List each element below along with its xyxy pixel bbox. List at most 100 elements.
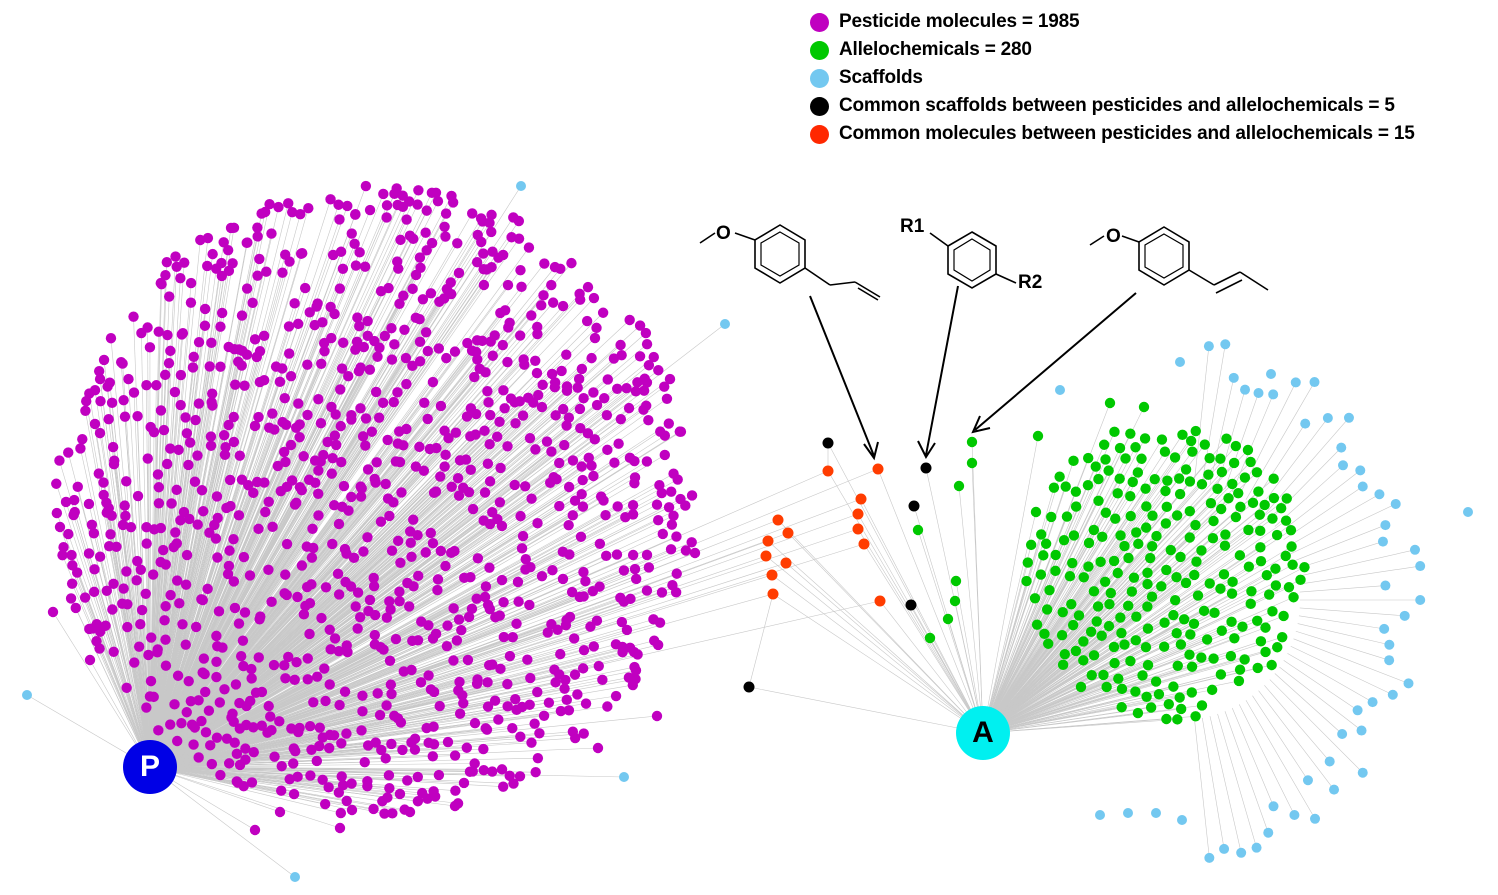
common-molecule-node (873, 464, 884, 475)
common-molecule-node (783, 528, 794, 539)
pesticide-node (194, 337, 204, 347)
scaffold-node (1380, 520, 1390, 530)
pesticide-node (284, 774, 294, 784)
pesticide-node (370, 477, 380, 487)
pesticide-node (577, 364, 587, 374)
pesticide-node (216, 258, 226, 268)
edge (1296, 631, 1389, 660)
pesticide-node (506, 232, 516, 242)
pesticide-node (539, 258, 549, 268)
pesticide-node (211, 631, 221, 641)
allelochemical-node (1071, 501, 1081, 511)
pesticide-node (520, 564, 530, 574)
pesticide-node (502, 679, 512, 689)
allelochemical-node (1123, 553, 1133, 563)
pesticide-node (361, 413, 371, 423)
common-molecule-node (853, 524, 864, 535)
scaffold-node (1309, 377, 1319, 387)
pesticide-node (449, 546, 459, 556)
pesticide-node (209, 520, 219, 530)
pesticide-node (648, 614, 658, 624)
pesticide-node (575, 423, 585, 433)
pesticide-node (160, 634, 170, 644)
pesticide-node (325, 730, 335, 740)
pesticide-node (248, 488, 258, 498)
pesticide-node (356, 725, 366, 735)
pesticide-node (365, 365, 375, 375)
pesticide-node (182, 550, 192, 560)
pesticide-node (602, 445, 612, 455)
pesticide-node (252, 222, 262, 232)
allelochemical-node (1161, 714, 1171, 724)
pesticide-node (63, 447, 73, 457)
pesticide-node (524, 600, 534, 610)
pesticide-node (123, 374, 133, 384)
pesticide-node (190, 477, 200, 487)
allelochemical-node (1234, 676, 1244, 686)
pesticide-node (443, 737, 453, 747)
pesticide-node (333, 569, 343, 579)
pesticide-node (259, 331, 269, 341)
pesticide-node (631, 386, 641, 396)
pesticide-node (253, 524, 263, 534)
scaffold-node (720, 319, 730, 329)
allelochemical-node (1078, 636, 1088, 646)
pesticide-node (629, 647, 639, 657)
pesticide-node (495, 308, 505, 318)
pesticide-node (589, 293, 599, 303)
pesticide-node (482, 264, 492, 274)
pesticide-node (407, 284, 417, 294)
pesticide-node (304, 475, 314, 485)
pesticide-node (423, 670, 433, 680)
pesticide-node (322, 437, 332, 447)
pesticide-node (498, 385, 508, 395)
pesticide-node (515, 511, 525, 521)
pesticide-node (516, 282, 526, 292)
pesticide-node (228, 534, 238, 544)
pesticide-node (266, 228, 276, 238)
pesticide-node (470, 429, 480, 439)
pesticide-node (264, 701, 274, 711)
allelochemical-node (1133, 708, 1143, 718)
allelochemical-node (1032, 619, 1042, 629)
pesticide-node (221, 503, 231, 513)
pesticide-node (657, 587, 667, 597)
scaffold-node (1151, 808, 1161, 818)
pesticide-node (564, 413, 574, 423)
pesticide-node (225, 475, 235, 485)
pesticide-node (90, 419, 100, 429)
pesticide-node (591, 323, 601, 333)
pesticide-node (335, 283, 345, 293)
allelochemical-node (1142, 568, 1152, 578)
pesticide-node (154, 498, 164, 508)
pesticide-node (561, 620, 571, 630)
allelochemical-node (1093, 474, 1103, 484)
pesticide-node (303, 203, 313, 213)
pesticide-node (483, 397, 493, 407)
pesticide-node (238, 661, 248, 671)
pesticide-node (435, 701, 445, 711)
pesticide-node (525, 673, 535, 683)
pesticide-node (603, 374, 613, 384)
pesticide-node (334, 214, 344, 224)
allelochemical-node (1199, 606, 1209, 616)
pesticide-node (337, 363, 347, 373)
scaffold-node (1123, 808, 1133, 818)
pesticide-node (473, 553, 483, 563)
pesticide-node (593, 743, 603, 753)
pesticide-node (229, 344, 239, 354)
pesticide-node (219, 684, 229, 694)
pesticide-node (431, 188, 441, 198)
edge (1202, 718, 1224, 849)
allelochemical-node (1050, 550, 1060, 560)
pesticide-node (141, 380, 151, 390)
pesticide-node (257, 687, 267, 697)
pesticide-node (164, 358, 174, 368)
allelochemical-node (1197, 700, 1207, 710)
pesticide-node (292, 592, 302, 602)
pesticide-node (224, 545, 234, 555)
allelochemical-node (1166, 545, 1176, 555)
pesticide-node (266, 725, 276, 735)
allelochemical-node (1036, 529, 1046, 539)
scaffold-node (1379, 624, 1389, 634)
